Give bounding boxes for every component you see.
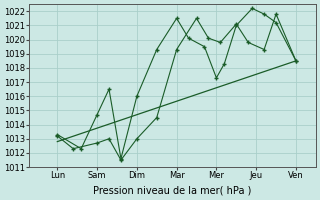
X-axis label: Pression niveau de la mer( hPa ): Pression niveau de la mer( hPa ) (93, 186, 252, 196)
